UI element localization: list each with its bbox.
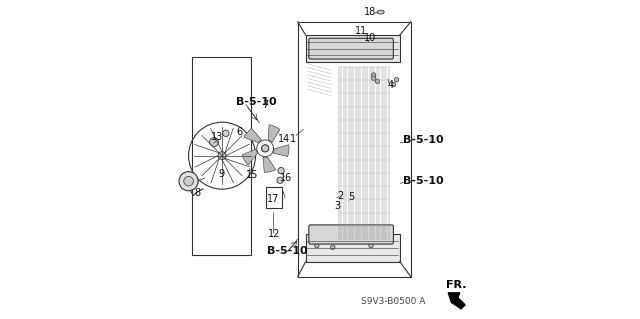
Bar: [193, 57, 252, 255]
Text: 13: 13: [211, 132, 223, 142]
Polygon shape: [273, 145, 289, 157]
Text: 8: 8: [194, 188, 200, 198]
Text: B-5-10: B-5-10: [236, 97, 277, 107]
Text: 6: 6: [237, 127, 243, 137]
Circle shape: [262, 145, 269, 152]
Bar: [306, 234, 400, 262]
Text: 11: 11: [355, 26, 367, 36]
Text: 4: 4: [387, 79, 393, 90]
Circle shape: [375, 79, 380, 84]
Text: FR.: FR.: [446, 280, 467, 290]
Text: 14: 14: [278, 134, 291, 144]
Polygon shape: [244, 129, 262, 143]
Polygon shape: [268, 125, 280, 142]
Circle shape: [371, 73, 376, 77]
Circle shape: [184, 176, 193, 186]
Text: 17: 17: [267, 194, 279, 204]
Ellipse shape: [326, 40, 333, 43]
Polygon shape: [263, 157, 276, 172]
Text: 9: 9: [218, 169, 224, 179]
Polygon shape: [448, 293, 465, 309]
Circle shape: [330, 245, 335, 249]
Text: 10: 10: [364, 33, 376, 43]
FancyBboxPatch shape: [309, 38, 394, 59]
Circle shape: [391, 82, 396, 87]
Text: 18: 18: [364, 7, 376, 17]
Text: B-5-10: B-5-10: [268, 246, 308, 256]
Circle shape: [277, 177, 284, 183]
Circle shape: [327, 239, 332, 243]
Circle shape: [312, 47, 316, 52]
Circle shape: [381, 239, 386, 243]
FancyBboxPatch shape: [309, 225, 394, 244]
Text: 15: 15: [246, 170, 259, 180]
Circle shape: [210, 137, 218, 146]
Circle shape: [371, 76, 376, 80]
Bar: [266, 187, 282, 208]
Circle shape: [394, 78, 399, 82]
Polygon shape: [242, 149, 257, 165]
Circle shape: [315, 243, 319, 248]
Circle shape: [335, 44, 340, 48]
Text: S9V3-B0500 A: S9V3-B0500 A: [361, 297, 426, 306]
Text: 1: 1: [290, 134, 296, 144]
Text: B-5-10: B-5-10: [403, 176, 444, 186]
Bar: [306, 35, 400, 62]
Text: 2: 2: [338, 191, 344, 201]
Text: 3: 3: [335, 201, 340, 211]
Ellipse shape: [377, 10, 384, 14]
Circle shape: [179, 172, 198, 191]
Text: 12: 12: [268, 229, 280, 240]
Text: 7: 7: [262, 100, 269, 110]
Text: B-5-10: B-5-10: [403, 135, 444, 145]
Circle shape: [369, 243, 373, 248]
Bar: [298, 22, 411, 277]
Circle shape: [327, 44, 332, 48]
Circle shape: [278, 167, 284, 174]
Circle shape: [218, 152, 226, 160]
Circle shape: [223, 130, 229, 137]
Circle shape: [365, 239, 370, 243]
Text: 5: 5: [348, 192, 355, 202]
Text: 16: 16: [280, 173, 292, 183]
